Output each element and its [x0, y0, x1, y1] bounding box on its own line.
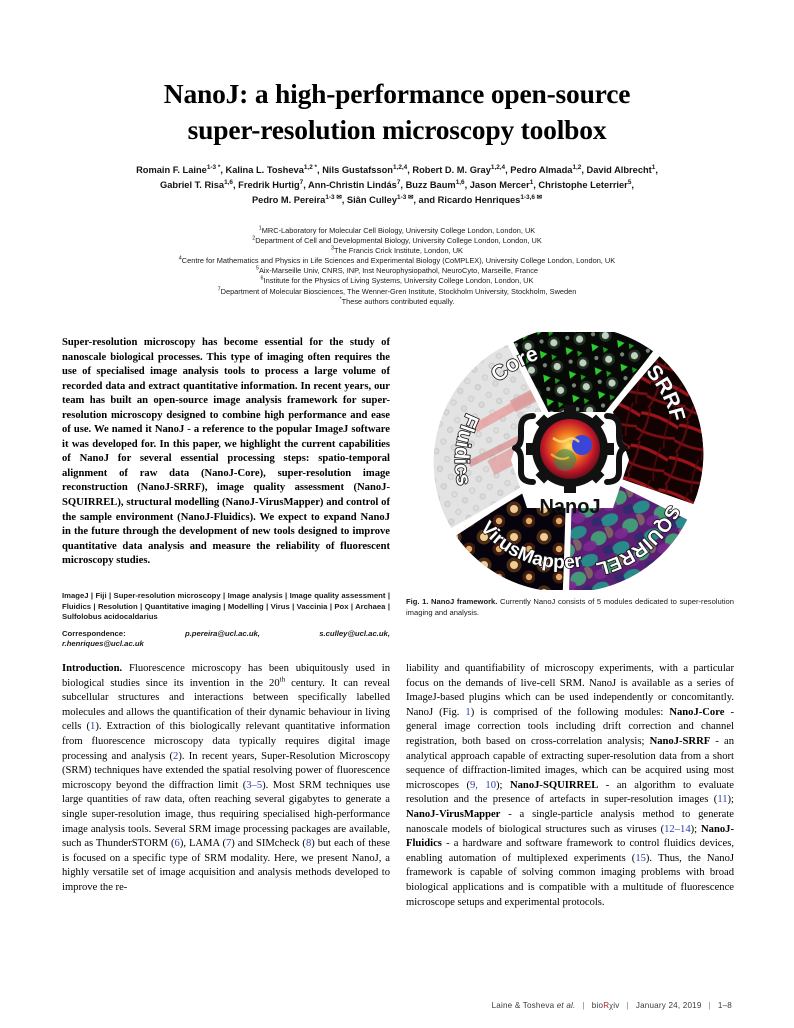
- body-run: - a hardware and software framework to c…: [406, 838, 734, 864]
- body-column-right: liability and quantifiability of microsc…: [406, 662, 734, 910]
- correspondence-email-1[interactable]: p.pereira@ucl.ac.uk,: [184, 629, 260, 638]
- module-name: NanoJ-VirusMapper: [406, 808, 501, 820]
- footer-authors: Laine & Tosheva: [491, 1001, 557, 1010]
- footer-journal-pre: bio: [591, 1001, 604, 1010]
- footer-journal-chi: χ: [609, 1000, 614, 1010]
- author-line-1: Romain F. Laine1-3 *, Kalina L. Tosheva1…: [136, 163, 658, 175]
- footer-separator: |: [582, 1001, 585, 1010]
- footer-pages: 1–8: [717, 1001, 732, 1010]
- body-run: ) and SIMcheck (: [231, 838, 306, 850]
- body-run: ) but each of these is focused on a spec…: [62, 838, 390, 893]
- body-run: );: [727, 794, 734, 806]
- citation-link[interactable]: 2: [173, 750, 179, 762]
- keywords-text: ImageJ | Fiji | Super-resolution microsc…: [62, 591, 390, 622]
- correspondence-label: Correspondence:: [62, 629, 126, 638]
- body-run: ). Thus, the NanoJ framework is capable …: [406, 852, 734, 908]
- figure-caption-title: NanoJ framework.: [431, 597, 498, 606]
- footer-date: January 24, 2019: [635, 1001, 702, 1010]
- title-line-1: NanoJ: a high-performance open-source: [163, 78, 631, 109]
- citation-link[interactable]: 7: [226, 838, 232, 850]
- module-name: NanoJ-Core: [669, 706, 725, 718]
- author-line-3: Pedro M. Pereira1-3 ✉, Siân Culley1-3 ✉,…: [251, 193, 543, 205]
- correspondence-email-2[interactable]: s.culley@ucl.ac.uk,: [319, 629, 390, 638]
- logo-gear-icon: [526, 405, 614, 493]
- author-line-2: Gabriel T. Risa1,6, Fredrik Hurtig7, Ann…: [160, 178, 634, 190]
- body-run: - general image correction tools includi…: [406, 706, 734, 747]
- affiliation-item: 7Department of Molecular Biosciences, Th…: [217, 286, 577, 296]
- nanoj-framework-diagram: Core SRRF SQUIRREL VirusMapper Fluidics: [406, 330, 734, 592]
- correspondence-email-3[interactable]: r.henriques@ucl.ac.uk: [62, 639, 144, 649]
- body-run: );: [496, 779, 510, 791]
- body-column-left: Introduction. Fluorescence microscopy ha…: [62, 662, 390, 896]
- body-run: - a single-particle analysis method to g…: [406, 808, 734, 835]
- introduction-paragraph: Introduction. Fluorescence microscopy ha…: [62, 662, 390, 896]
- figure-1: Core SRRF SQUIRREL VirusMapper Fluidics: [406, 330, 734, 592]
- figure-caption: Fig. 1. NanoJ framework. Currently NanoJ…: [406, 597, 734, 618]
- section-heading: Introduction.: [62, 663, 123, 674]
- author-list: Romain F. Laine1-3 *, Kalina L. Tosheva1…: [62, 163, 732, 207]
- superscript: th: [279, 675, 286, 684]
- citation-link[interactable]: 9, 10: [469, 779, 497, 791]
- citation-link[interactable]: 1: [465, 706, 471, 718]
- affiliation-item: 4Centre for Mathematics and Physics in L…: [178, 255, 616, 266]
- abstract-text: Super-resolution microscopy has become e…: [62, 337, 390, 567]
- body-run: ) is comprised of the following modules:: [470, 706, 670, 718]
- figure-caption-body: Currently NanoJ consists of 5 modules de…: [406, 597, 734, 617]
- logo-nanoj-label: NanoJ: [539, 496, 600, 518]
- affiliation-item: 2Department of Cell and Developmental Bi…: [252, 235, 542, 246]
- logo-braces-icon: [512, 413, 628, 485]
- module-name: NanoJ-SRRF: [649, 735, 711, 747]
- body-run: - an analytical approach capable of extr…: [406, 735, 734, 791]
- correspondence-row: Correspondence: p.pereira@ucl.ac.uk, s.c…: [62, 629, 390, 639]
- footer-etal: et al.: [556, 1001, 576, 1010]
- citation-link[interactable]: 15: [635, 852, 646, 864]
- footer-journal-r: R: [603, 1001, 610, 1010]
- title-line-2: super-resolution microscopy toolbox: [187, 114, 607, 145]
- affiliation-item: *These authors contributed equally.: [339, 296, 455, 306]
- page-title: NanoJ: a high-performance open-source su…: [62, 76, 732, 148]
- body-run: ). In recent years, Super-Resolution Mic…: [62, 750, 390, 791]
- module-name: NanoJ-SQUIRREL: [509, 779, 599, 791]
- footer-separator: |: [626, 1001, 629, 1010]
- introduction-continued-paragraph: liability and quantifiability of microsc…: [406, 662, 734, 910]
- figure-caption-number: Fig. 1.: [406, 597, 429, 606]
- footer-journal-post: iv: [613, 1001, 620, 1010]
- nanoj-circle-svg: Core SRRF SQUIRREL VirusMapper Fluidics: [433, 332, 704, 590]
- body-run: century. It can reveal subcellular struc…: [62, 677, 390, 733]
- correspondence-block: Correspondence: p.pereira@ucl.ac.uk, s.c…: [62, 629, 390, 650]
- footer-journal: bioRχiv: [591, 1000, 620, 1010]
- body-run: ). Extraction of this biologically relev…: [62, 721, 390, 762]
- body-run: liability and quantifiability of microsc…: [406, 663, 734, 718]
- affiliation-list: 1MRC-Laboratory for Molecular Cell Biolo…: [62, 226, 732, 307]
- body-run: ). Most SRM techniques use large quantit…: [62, 779, 391, 850]
- affiliation-item: 5Aix-Marseille Univ, CNRS, INP, Inst Neu…: [255, 265, 539, 276]
- affiliation-item: 6Institute for the Physics of Living Sys…: [260, 276, 534, 286]
- module-name: NanoJ-Fluidics: [406, 823, 734, 850]
- citation-link[interactable]: 6: [174, 838, 180, 850]
- body-run: Fluorescence microscopy has been ubiquit…: [62, 663, 390, 689]
- citation-link[interactable]: 11: [717, 794, 728, 806]
- body-run: );: [690, 823, 702, 835]
- citation-link[interactable]: 12–14: [664, 823, 691, 835]
- citation-link[interactable]: 8: [305, 838, 312, 850]
- body-run: - an algorithm to evaluate resolution an…: [406, 779, 734, 806]
- affiliation-item: 3The Francis Crick Institute, London, UK: [331, 245, 463, 256]
- affiliation-item: 1MRC-Laboratory for Molecular Cell Biolo…: [258, 225, 536, 235]
- footer-separator: |: [708, 1001, 711, 1010]
- citation-link[interactable]: 1: [90, 721, 96, 733]
- citation-link[interactable]: 3–5: [246, 779, 263, 791]
- page-footer: Laine & Tosheva et al. | bioRχiv | January 2…: [62, 1000, 732, 1010]
- keywords-block: ImageJ | Fiji | Super-resolution microsc…: [62, 591, 390, 623]
- abstract-block: Super-resolution microscopy has become e…: [62, 336, 390, 569]
- body-run: ), LAMA (: [179, 838, 226, 850]
